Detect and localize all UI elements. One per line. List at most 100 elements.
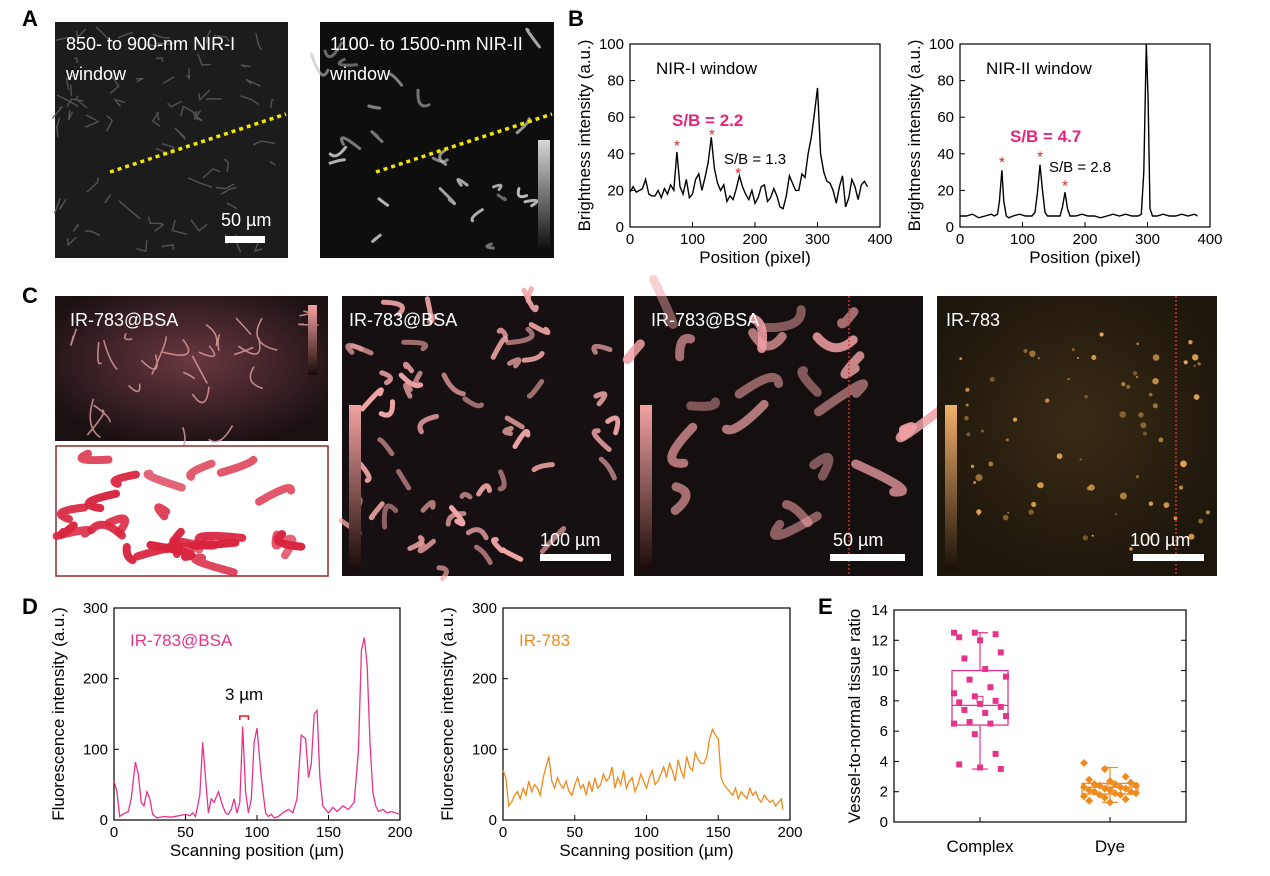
- texture-dot: [1119, 492, 1127, 500]
- texture-vessel: [401, 339, 429, 352]
- texture-vessel: [377, 437, 395, 457]
- texture-crack: [151, 111, 161, 127]
- texture-vessel-3d: [122, 543, 137, 565]
- y-tick-label: 300: [83, 600, 108, 617]
- y-tick-label: 12: [871, 632, 888, 649]
- data-point: [961, 655, 968, 662]
- texture-vessel: [591, 428, 612, 452]
- texture-vessel: [490, 335, 509, 360]
- texture-vessel: [837, 307, 859, 329]
- texture-vessel: [403, 382, 413, 399]
- texture-vessel: [470, 208, 484, 223]
- texture-crack: [113, 98, 126, 107]
- texture-vein: [97, 341, 103, 365]
- series-line: [502, 727, 784, 810]
- texture-dot: [1136, 375, 1139, 379]
- y-tick-label: 2: [880, 784, 888, 801]
- texture-vessel: [337, 57, 359, 67]
- texture-vessel: [328, 158, 346, 165]
- texture-vessel: [398, 372, 424, 389]
- texture-vein: [123, 332, 133, 341]
- texture-vessel: [496, 327, 508, 338]
- texture-crack: [85, 114, 97, 122]
- category-label: Dye: [1095, 837, 1125, 856]
- texture-dot: [1198, 518, 1203, 524]
- texture-dot: [959, 357, 963, 361]
- texture-vessel: [528, 322, 551, 336]
- data-point: [977, 764, 983, 771]
- texture-crack: [171, 219, 187, 235]
- sb-ratio-main: S/B = 4.7: [1010, 127, 1081, 146]
- texture-crack: [104, 194, 112, 204]
- texture-crack: [69, 84, 73, 96]
- y-tick-label: 0: [100, 812, 108, 829]
- chart-e: 0 2 4 6 8 10 12 14 Vessel-to-normal tissue ratio…: [845, 602, 1187, 856]
- x-tick-label: 50: [566, 824, 583, 841]
- texture-dot: [1045, 398, 1050, 403]
- data-point: [997, 649, 1004, 656]
- texture-vessel-3d: [280, 534, 297, 560]
- data-point: [1132, 781, 1140, 790]
- nir2-caption-line1: 1100- to 1500-nm NIR-II: [330, 34, 523, 54]
- texture-dot: [1121, 382, 1126, 387]
- texture-crack: [156, 111, 160, 121]
- data-point: [1080, 783, 1088, 792]
- img2-scale-label: 100 µm: [540, 530, 600, 550]
- img3-label: IR-783@BSA: [651, 310, 759, 330]
- box: [951, 669, 1009, 726]
- data-point: [1121, 784, 1130, 793]
- width-bracket: [239, 715, 250, 720]
- nir1-profile-line: [109, 112, 287, 174]
- texture-vessel: [403, 361, 415, 374]
- series-label: IR-783@BSA: [130, 631, 233, 650]
- texture-dot: [1180, 460, 1187, 468]
- chart-title: NIR-II window: [986, 59, 1093, 78]
- texture-vessel: [667, 422, 698, 468]
- x-tick-label: 300: [1135, 231, 1160, 248]
- texture-vessel: [448, 505, 466, 527]
- texture-vessel: [605, 415, 621, 436]
- texture-crack: [188, 177, 213, 188]
- series-line: [629, 87, 869, 210]
- texture-vessel: [512, 428, 531, 449]
- texture-vessel: [476, 483, 492, 497]
- texture-dot: [973, 481, 977, 484]
- texture-vessel: [368, 501, 385, 521]
- data-point: [1085, 775, 1094, 784]
- data-point: [1095, 790, 1104, 799]
- y-tick-label: 100: [83, 741, 108, 758]
- texture-crack: [157, 41, 176, 46]
- scale-bar: [225, 236, 265, 243]
- x-axis-label: Position (pixel): [699, 248, 811, 267]
- texture-vessel: [380, 299, 405, 317]
- y-tick-label: 300: [472, 600, 497, 617]
- texture-dot: [1091, 534, 1094, 537]
- texture-dot: [1037, 482, 1044, 489]
- texture-dot: [1114, 513, 1118, 516]
- data-point: [1126, 778, 1135, 787]
- data-point: [987, 684, 994, 691]
- texture-crack: [147, 216, 163, 225]
- texture-crack: [162, 76, 175, 84]
- x-tick-label: 0: [499, 824, 507, 841]
- x-tick-label: 100: [634, 824, 659, 841]
- data-point: [951, 720, 957, 727]
- data-point: [987, 720, 994, 727]
- texture-crack: [86, 177, 99, 193]
- texture-vessel: [465, 527, 489, 541]
- texture-vessel: [516, 187, 529, 199]
- data-point: [997, 703, 1004, 710]
- texture-vessel: [491, 536, 505, 554]
- data-point: [997, 766, 1004, 772]
- data-point: [1080, 792, 1088, 801]
- img4-scale-label: 100 µm: [1130, 530, 1190, 550]
- texture-dot: [1012, 417, 1018, 422]
- texture-dot: [1188, 340, 1193, 345]
- texture-dot: [964, 416, 969, 421]
- data-point: [992, 631, 999, 638]
- data-point: [1100, 765, 1109, 773]
- img4-label: IR-783: [946, 310, 1000, 330]
- data-point: [1132, 789, 1140, 798]
- ir783bsa-zoom-image: IR-783@BSA 50 µm: [622, 274, 948, 576]
